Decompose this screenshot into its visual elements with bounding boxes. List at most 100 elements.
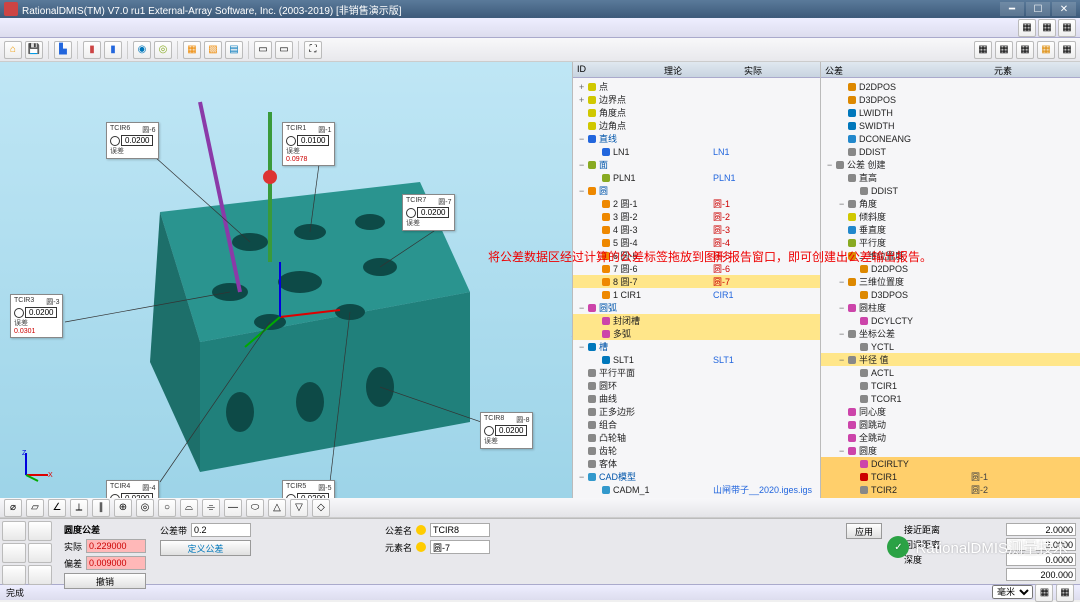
tool-r3[interactable]: ▦	[1016, 41, 1034, 59]
tree-row[interactable]: DDIST	[821, 145, 1080, 158]
tool-icon-8[interactable]: ▤	[225, 41, 243, 59]
tree-row[interactable]: SLT1SLT1	[573, 353, 820, 366]
tree-row[interactable]: 同心度	[821, 405, 1080, 418]
tree-row[interactable]: −CAD模型	[573, 470, 820, 483]
3d-viewport[interactable]: XZ TCIR6圆-6 0.0200 误差TCIR1圆-1 0.0100 误差0…	[0, 62, 572, 498]
save-icon[interactable]: 💾	[25, 41, 43, 59]
tree-row[interactable]: −公差 创建	[821, 158, 1080, 171]
tree-row[interactable]: 齿轮	[573, 444, 820, 457]
tree-row[interactable]: LWIDTH	[821, 106, 1080, 119]
tool-icon-6[interactable]: ▦	[183, 41, 201, 59]
tree-row[interactable]: −面	[573, 158, 820, 171]
geom-icon-5[interactable]: ∥	[92, 499, 110, 517]
input-approach[interactable]	[1006, 523, 1076, 536]
tree-row[interactable]: DCYLCTY	[821, 314, 1080, 327]
minimize-button[interactable]: ━	[1000, 2, 1024, 16]
tree-row[interactable]: −半径 值	[821, 353, 1080, 366]
tree-row[interactable]: D2DPOS	[821, 262, 1080, 275]
tree-row[interactable]: CADM_1山闸带子__2020.iges.igs	[573, 483, 820, 496]
geom-icon-14[interactable]: ▽	[290, 499, 308, 517]
tree-row[interactable]: +边界点	[573, 93, 820, 106]
tree-row[interactable]: PLN1PLN1	[573, 171, 820, 184]
input-band[interactable]	[191, 523, 251, 537]
tool-icon-7[interactable]: ▧	[204, 41, 222, 59]
palette-btn-4[interactable]	[28, 543, 52, 563]
geom-icon-15[interactable]: ◇	[312, 499, 330, 517]
geom-icon-4[interactable]: ⟂	[70, 499, 88, 517]
tree-row[interactable]: SWIDTH	[821, 119, 1080, 132]
tree-row[interactable]: 垂直度	[821, 223, 1080, 236]
home-icon[interactable]: ⌂	[4, 41, 22, 59]
tree-row[interactable]: YCTL	[821, 340, 1080, 353]
tree-row[interactable]: 正多边形	[573, 405, 820, 418]
tree-row[interactable]: 角度点	[573, 106, 820, 119]
tree-row[interactable]: +点	[573, 80, 820, 93]
tool-icon-1[interactable]: ▙	[54, 41, 72, 59]
geom-icon-13[interactable]: △	[268, 499, 286, 517]
tree-row[interactable]: −角度	[821, 197, 1080, 210]
palette-btn-3[interactable]	[2, 543, 26, 563]
geom-icon-3[interactable]: ∠	[48, 499, 66, 517]
geom-icon-2[interactable]: ▱	[26, 499, 44, 517]
feature-tree[interactable]: +点+边界点角度点边角点−直线LN1LN1−面PLN1PLN1−圆2 圆-1圆-…	[573, 78, 820, 498]
tree-row[interactable]: DDIST	[821, 184, 1080, 197]
tree-row[interactable]: 平行平面	[573, 366, 820, 379]
geom-icon-11[interactable]: —	[224, 499, 242, 517]
geom-icon-1[interactable]: ⌀	[4, 499, 22, 517]
input-elname[interactable]	[430, 540, 490, 554]
tree-row[interactable]: 多弧	[573, 327, 820, 340]
tree-row[interactable]: D3DPOS	[821, 288, 1080, 301]
tree-row[interactable]: 直高	[821, 171, 1080, 184]
tree-row[interactable]: 8 圆-7圆-7	[573, 275, 820, 288]
apply-button[interactable]: 应用	[846, 523, 882, 539]
tolerance-tree[interactable]: D2DPOSD3DPOSLWIDTHSWIDTHDCONEANGDDIST−公差…	[821, 78, 1080, 498]
geom-icon-6[interactable]: ⊕	[114, 499, 132, 517]
tree-row[interactable]: −三维位置度	[821, 275, 1080, 288]
tab-button-3[interactable]: ▦	[1058, 19, 1076, 37]
tree-row[interactable]: TCIR1	[821, 379, 1080, 392]
tree-row[interactable]: 圆环	[573, 379, 820, 392]
tree-row[interactable]: 凸轮轴	[573, 431, 820, 444]
define-tol-button[interactable]: 定义公差	[160, 540, 251, 556]
tree-row[interactable]: −圆柱度	[821, 301, 1080, 314]
tool-r5[interactable]: ▦	[1058, 41, 1076, 59]
tree-row[interactable]: 组合	[573, 418, 820, 431]
tree-row[interactable]: 3 圆-2圆-2	[573, 210, 820, 223]
tab-button-2[interactable]: ▦	[1038, 19, 1056, 37]
palette-btn-5[interactable]	[2, 565, 26, 585]
tree-row[interactable]: 曲线	[573, 392, 820, 405]
tree-row[interactable]: 封闭槽	[573, 314, 820, 327]
tab-button-1[interactable]: ▦	[1018, 19, 1036, 37]
tree-row[interactable]: 2 圆-1圆-1	[573, 197, 820, 210]
tree-row[interactable]: DCONEANG	[821, 132, 1080, 145]
tool-r4[interactable]: ▦	[1037, 41, 1055, 59]
tree-row[interactable]: 5 圆-4圆-4	[573, 236, 820, 249]
palette-btn-6[interactable]	[28, 565, 52, 585]
tool-icon-3[interactable]: ▮	[104, 41, 122, 59]
tree-row[interactable]: 圆跳动	[821, 418, 1080, 431]
tool-icon-2[interactable]: ▮	[83, 41, 101, 59]
tree-row[interactable]: 边角点	[573, 119, 820, 132]
tree-row[interactable]: −坐标公差	[821, 327, 1080, 340]
tree-row[interactable]: −圆弧	[573, 301, 820, 314]
tree-row[interactable]: TCIR4圆-4	[821, 496, 1080, 498]
tree-row[interactable]: 点云	[573, 496, 820, 498]
tree-row[interactable]: 6 圆-5圆-5	[573, 249, 820, 262]
tree-row[interactable]: TCIR1圆-1	[821, 470, 1080, 483]
tree-row[interactable]: 7 圆-6圆-6	[573, 262, 820, 275]
tree-row[interactable]: 4 圆-3圆-3	[573, 223, 820, 236]
tree-row[interactable]: −直线	[573, 132, 820, 145]
geom-icon-7[interactable]: ◎	[136, 499, 154, 517]
tool-r2[interactable]: ▦	[995, 41, 1013, 59]
palette-btn-2[interactable]	[28, 521, 52, 541]
undo-button[interactable]: 撤销	[64, 573, 146, 589]
tree-row[interactable]: D2DPOS	[821, 80, 1080, 93]
tree-row[interactable]: ACTL	[821, 366, 1080, 379]
status-icon-2[interactable]: ▦	[1056, 584, 1074, 602]
palette-btn-1[interactable]	[2, 521, 26, 541]
tree-row[interactable]: 平行度	[821, 236, 1080, 249]
tree-row[interactable]: LN1LN1	[573, 145, 820, 158]
maximize-button[interactable]: ☐	[1026, 2, 1050, 16]
tree-row[interactable]: TCOR1	[821, 392, 1080, 405]
tree-row[interactable]: DCIRLTY	[821, 457, 1080, 470]
